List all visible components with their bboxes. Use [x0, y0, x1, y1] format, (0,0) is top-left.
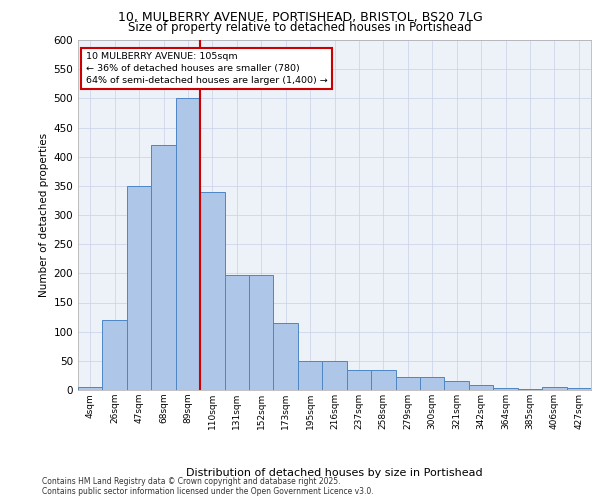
Bar	[127, 186, 151, 390]
Bar	[274, 323, 298, 390]
Text: 10, MULBERRY AVENUE, PORTISHEAD, BRISTOL, BS20 7LG: 10, MULBERRY AVENUE, PORTISHEAD, BRISTOL…	[118, 11, 482, 24]
Bar	[518, 389, 542, 390]
Bar	[347, 370, 371, 390]
Bar	[224, 275, 249, 390]
Bar	[151, 145, 176, 390]
Bar	[176, 98, 200, 390]
Bar	[395, 377, 420, 390]
Bar	[469, 385, 493, 390]
Y-axis label: Number of detached properties: Number of detached properties	[39, 133, 49, 297]
Bar	[249, 275, 274, 390]
Text: Contains HM Land Registry data © Crown copyright and database right 2025.
Contai: Contains HM Land Registry data © Crown c…	[42, 476, 374, 496]
X-axis label: Distribution of detached houses by size in Portishead: Distribution of detached houses by size …	[186, 468, 483, 478]
Bar	[103, 320, 127, 390]
Bar	[566, 388, 591, 390]
Text: Size of property relative to detached houses in Portishead: Size of property relative to detached ho…	[128, 21, 472, 34]
Bar	[322, 361, 347, 390]
Bar	[200, 192, 224, 390]
Bar	[493, 388, 518, 390]
Bar	[542, 387, 566, 390]
Bar	[78, 387, 103, 390]
Bar	[371, 370, 395, 390]
Bar	[445, 381, 469, 390]
Text: 10 MULBERRY AVENUE: 105sqm
← 36% of detached houses are smaller (780)
64% of sem: 10 MULBERRY AVENUE: 105sqm ← 36% of deta…	[86, 52, 328, 85]
Bar	[298, 361, 322, 390]
Bar	[420, 377, 445, 390]
